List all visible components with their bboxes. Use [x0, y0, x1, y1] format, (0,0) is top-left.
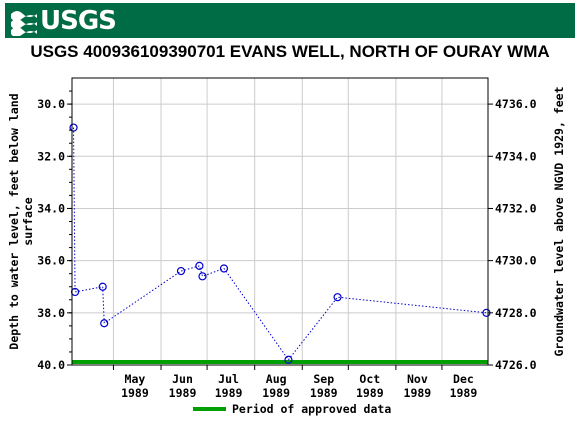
y-right-tick-label: 4732.0 — [495, 201, 537, 215]
approved-period-bar — [72, 360, 488, 364]
x-tick-label-month: May — [125, 372, 146, 386]
y-axis-left-title: Depth to water level, feet below landsur… — [7, 93, 35, 349]
data-point-marker — [284, 355, 293, 364]
legend: Period of approved data — [193, 402, 391, 416]
usgs-wave-icon — [9, 5, 39, 36]
x-tick-label-year: 1989 — [450, 386, 478, 400]
grid-lines — [72, 78, 488, 365]
legend-approved-swatch — [193, 407, 226, 411]
legend-approved-label: Period of approved data — [232, 402, 392, 416]
x-tick-label-year: 1989 — [356, 386, 384, 400]
y-left-tick-label: 32.0 — [37, 149, 65, 163]
x-tick-label-year: 1989 — [215, 386, 243, 400]
approved-period-bar-fill — [72, 360, 488, 364]
x-tick-label-year: 1989 — [262, 386, 290, 400]
x-tick-label-year: 1989 — [169, 386, 197, 400]
y-left-tick-label: 34.0 — [37, 201, 65, 215]
y-right-tick-label: 4728.0 — [495, 306, 537, 320]
x-tick-label-month: Dec — [453, 372, 474, 386]
data-series — [69, 123, 491, 364]
x-tick-label-month: Sep — [313, 372, 334, 386]
x-tick-labels: May1989Jun1989Jul1989Aug1989Sep1989Oct19… — [121, 372, 477, 400]
x-tick-label-month: Nov — [407, 372, 428, 386]
y-left-tick-label: 36.0 — [37, 254, 65, 268]
y-right-tick-label: 4736.0 — [495, 97, 537, 111]
x-tick-label-year: 1989 — [404, 386, 432, 400]
data-point-marker — [98, 282, 107, 291]
y-right-tick-label: 4730.0 — [495, 254, 537, 268]
y-right-tick-label: 4726.0 — [495, 358, 537, 372]
y-right-tick-label: 4734.0 — [495, 149, 537, 163]
x-tick-label-year: 1989 — [310, 386, 338, 400]
usgs-logo[interactable]: USGS — [9, 5, 117, 36]
y-left-tick-label: 30.0 — [37, 97, 65, 111]
x-tick-label-month: Jul — [218, 372, 239, 386]
data-point-marker — [219, 264, 229, 273]
y-left-tick-labels: 30.0 32.0 34.0 36.0 38.0 40.0 — [37, 97, 65, 372]
x-tick-label-month: Oct — [359, 372, 380, 386]
x-tick-label-month: Aug — [266, 372, 287, 386]
y-axis-right-title: Groundwater level above NGVD 1929, feet — [552, 86, 566, 356]
chart-title: USGS 400936109390701 EVANS WELL, NORTH O… — [30, 42, 550, 61]
usgs-logo-text: USGS — [40, 5, 117, 36]
data-point-marker — [333, 293, 342, 302]
series-line — [73, 127, 487, 361]
plot-frame — [71, 77, 489, 366]
y-left-tick-label: 38.0 — [37, 306, 65, 320]
x-tick-label-month: Jun — [172, 372, 193, 386]
y-right-tick-labels: 4736.0 4734.0 4732.0 4730.0 4728.0 4726.0 — [495, 97, 537, 372]
data-point-marker — [100, 319, 109, 328]
data-point-marker — [176, 266, 186, 276]
x-tick-label-year: 1989 — [121, 386, 149, 400]
usgs-header-bar: USGS — [5, 3, 575, 38]
data-point-marker — [195, 261, 204, 270]
data-point-marker — [69, 123, 78, 132]
data-point-marker — [198, 272, 207, 281]
axis-ticks — [67, 90, 493, 370]
y-left-tick-label: 40.0 — [37, 358, 65, 372]
